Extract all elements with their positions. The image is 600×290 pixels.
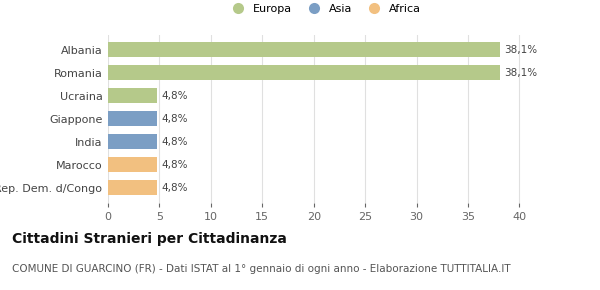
Bar — [108, 66, 500, 80]
Bar — [108, 88, 157, 103]
Text: COMUNE DI GUARCINO (FR) - Dati ISTAT al 1° gennaio di ogni anno - Elaborazione T: COMUNE DI GUARCINO (FR) - Dati ISTAT al … — [12, 264, 511, 274]
Text: 4,8%: 4,8% — [161, 91, 188, 101]
Text: 4,8%: 4,8% — [161, 114, 188, 124]
Legend: Europa, Asia, Africa: Europa, Asia, Africa — [225, 1, 423, 16]
Text: 4,8%: 4,8% — [161, 183, 188, 193]
Bar — [108, 157, 157, 172]
Text: 38,1%: 38,1% — [504, 68, 537, 78]
Bar — [108, 42, 500, 57]
Bar — [108, 111, 157, 126]
Text: 38,1%: 38,1% — [504, 45, 537, 55]
Text: Cittadini Stranieri per Cittadinanza: Cittadini Stranieri per Cittadinanza — [12, 232, 287, 246]
Text: 4,8%: 4,8% — [161, 137, 188, 147]
Bar — [108, 180, 157, 195]
Text: 4,8%: 4,8% — [161, 160, 188, 170]
Bar — [108, 135, 157, 149]
